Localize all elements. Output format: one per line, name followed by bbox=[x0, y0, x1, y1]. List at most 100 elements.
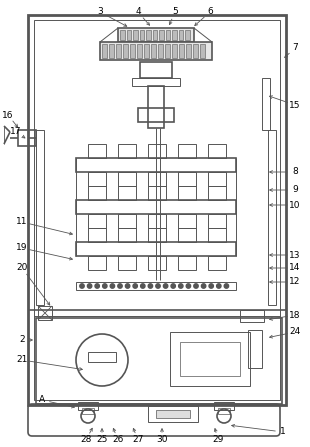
Bar bbox=[148, 86, 164, 128]
Text: 5: 5 bbox=[172, 8, 178, 17]
Bar bbox=[200, 44, 205, 58]
Bar bbox=[208, 144, 226, 158]
Bar bbox=[118, 172, 136, 186]
Text: 2: 2 bbox=[19, 336, 25, 345]
Bar bbox=[133, 30, 138, 40]
Bar bbox=[180, 342, 240, 376]
Bar bbox=[120, 30, 125, 40]
Bar bbox=[148, 214, 166, 228]
Text: 6: 6 bbox=[207, 8, 213, 17]
Circle shape bbox=[118, 284, 122, 288]
Bar bbox=[140, 30, 144, 40]
Bar bbox=[151, 44, 156, 58]
Text: 11: 11 bbox=[16, 218, 28, 227]
Bar bbox=[178, 256, 196, 270]
Circle shape bbox=[87, 284, 92, 288]
Bar bbox=[148, 186, 166, 200]
Bar bbox=[208, 186, 226, 200]
Bar bbox=[116, 44, 121, 58]
Text: 28: 28 bbox=[80, 435, 92, 444]
Circle shape bbox=[141, 284, 145, 288]
Bar bbox=[262, 78, 270, 130]
Bar bbox=[148, 172, 166, 186]
Bar bbox=[170, 332, 250, 386]
Bar bbox=[118, 214, 136, 228]
Bar bbox=[179, 30, 183, 40]
Circle shape bbox=[209, 284, 213, 288]
Bar bbox=[123, 44, 128, 58]
Bar bbox=[218, 408, 230, 414]
Circle shape bbox=[217, 284, 221, 288]
Bar bbox=[118, 256, 136, 270]
Bar bbox=[34, 20, 280, 400]
Text: 27: 27 bbox=[132, 435, 144, 444]
Bar bbox=[88, 214, 106, 228]
Bar bbox=[178, 172, 196, 186]
Circle shape bbox=[80, 284, 84, 288]
Bar bbox=[118, 228, 136, 242]
Bar bbox=[148, 144, 166, 158]
Bar bbox=[148, 406, 198, 422]
Bar bbox=[186, 44, 191, 58]
Bar bbox=[36, 130, 44, 305]
Bar bbox=[208, 214, 226, 228]
Bar bbox=[88, 228, 106, 242]
Text: 8: 8 bbox=[292, 168, 298, 177]
Bar bbox=[179, 44, 184, 58]
Circle shape bbox=[148, 284, 153, 288]
Bar bbox=[144, 44, 149, 58]
Bar bbox=[172, 44, 177, 58]
Circle shape bbox=[156, 284, 160, 288]
Text: 14: 14 bbox=[289, 263, 301, 273]
Bar bbox=[36, 318, 282, 404]
Bar bbox=[172, 30, 176, 40]
Bar bbox=[118, 186, 136, 200]
Bar bbox=[88, 172, 106, 186]
Circle shape bbox=[126, 284, 130, 288]
Text: 20: 20 bbox=[16, 263, 28, 273]
Text: 26: 26 bbox=[112, 435, 124, 444]
Circle shape bbox=[194, 284, 198, 288]
Bar bbox=[130, 44, 135, 58]
Bar bbox=[148, 228, 166, 242]
Text: 21: 21 bbox=[16, 355, 28, 364]
Bar bbox=[102, 44, 107, 58]
Bar bbox=[240, 310, 264, 322]
Bar bbox=[268, 130, 276, 305]
Bar bbox=[138, 108, 174, 122]
Bar bbox=[208, 228, 226, 242]
Bar bbox=[88, 186, 106, 200]
Text: 24: 24 bbox=[289, 328, 301, 337]
Text: 15: 15 bbox=[289, 101, 301, 110]
Bar bbox=[76, 242, 236, 256]
Bar bbox=[76, 158, 236, 172]
Text: 29: 29 bbox=[212, 435, 224, 444]
Text: 9: 9 bbox=[292, 186, 298, 194]
Bar bbox=[132, 78, 180, 86]
Bar bbox=[208, 256, 226, 270]
Circle shape bbox=[186, 284, 191, 288]
Bar bbox=[126, 30, 131, 40]
Bar bbox=[185, 30, 189, 40]
Bar bbox=[193, 44, 198, 58]
Circle shape bbox=[179, 284, 183, 288]
Text: 30: 30 bbox=[156, 435, 168, 444]
Circle shape bbox=[224, 284, 228, 288]
Bar bbox=[159, 30, 163, 40]
Circle shape bbox=[202, 284, 206, 288]
Bar bbox=[165, 44, 170, 58]
Bar bbox=[76, 282, 236, 290]
Bar bbox=[146, 30, 150, 40]
Text: 19: 19 bbox=[16, 244, 28, 253]
Circle shape bbox=[110, 284, 115, 288]
Bar bbox=[208, 172, 226, 186]
Text: 25: 25 bbox=[96, 435, 108, 444]
Text: 18: 18 bbox=[289, 311, 301, 320]
Bar bbox=[166, 30, 170, 40]
Text: 4: 4 bbox=[135, 8, 141, 17]
Bar bbox=[82, 408, 94, 414]
Bar bbox=[137, 44, 142, 58]
Bar bbox=[214, 402, 234, 410]
Circle shape bbox=[163, 284, 168, 288]
Bar bbox=[148, 256, 166, 270]
